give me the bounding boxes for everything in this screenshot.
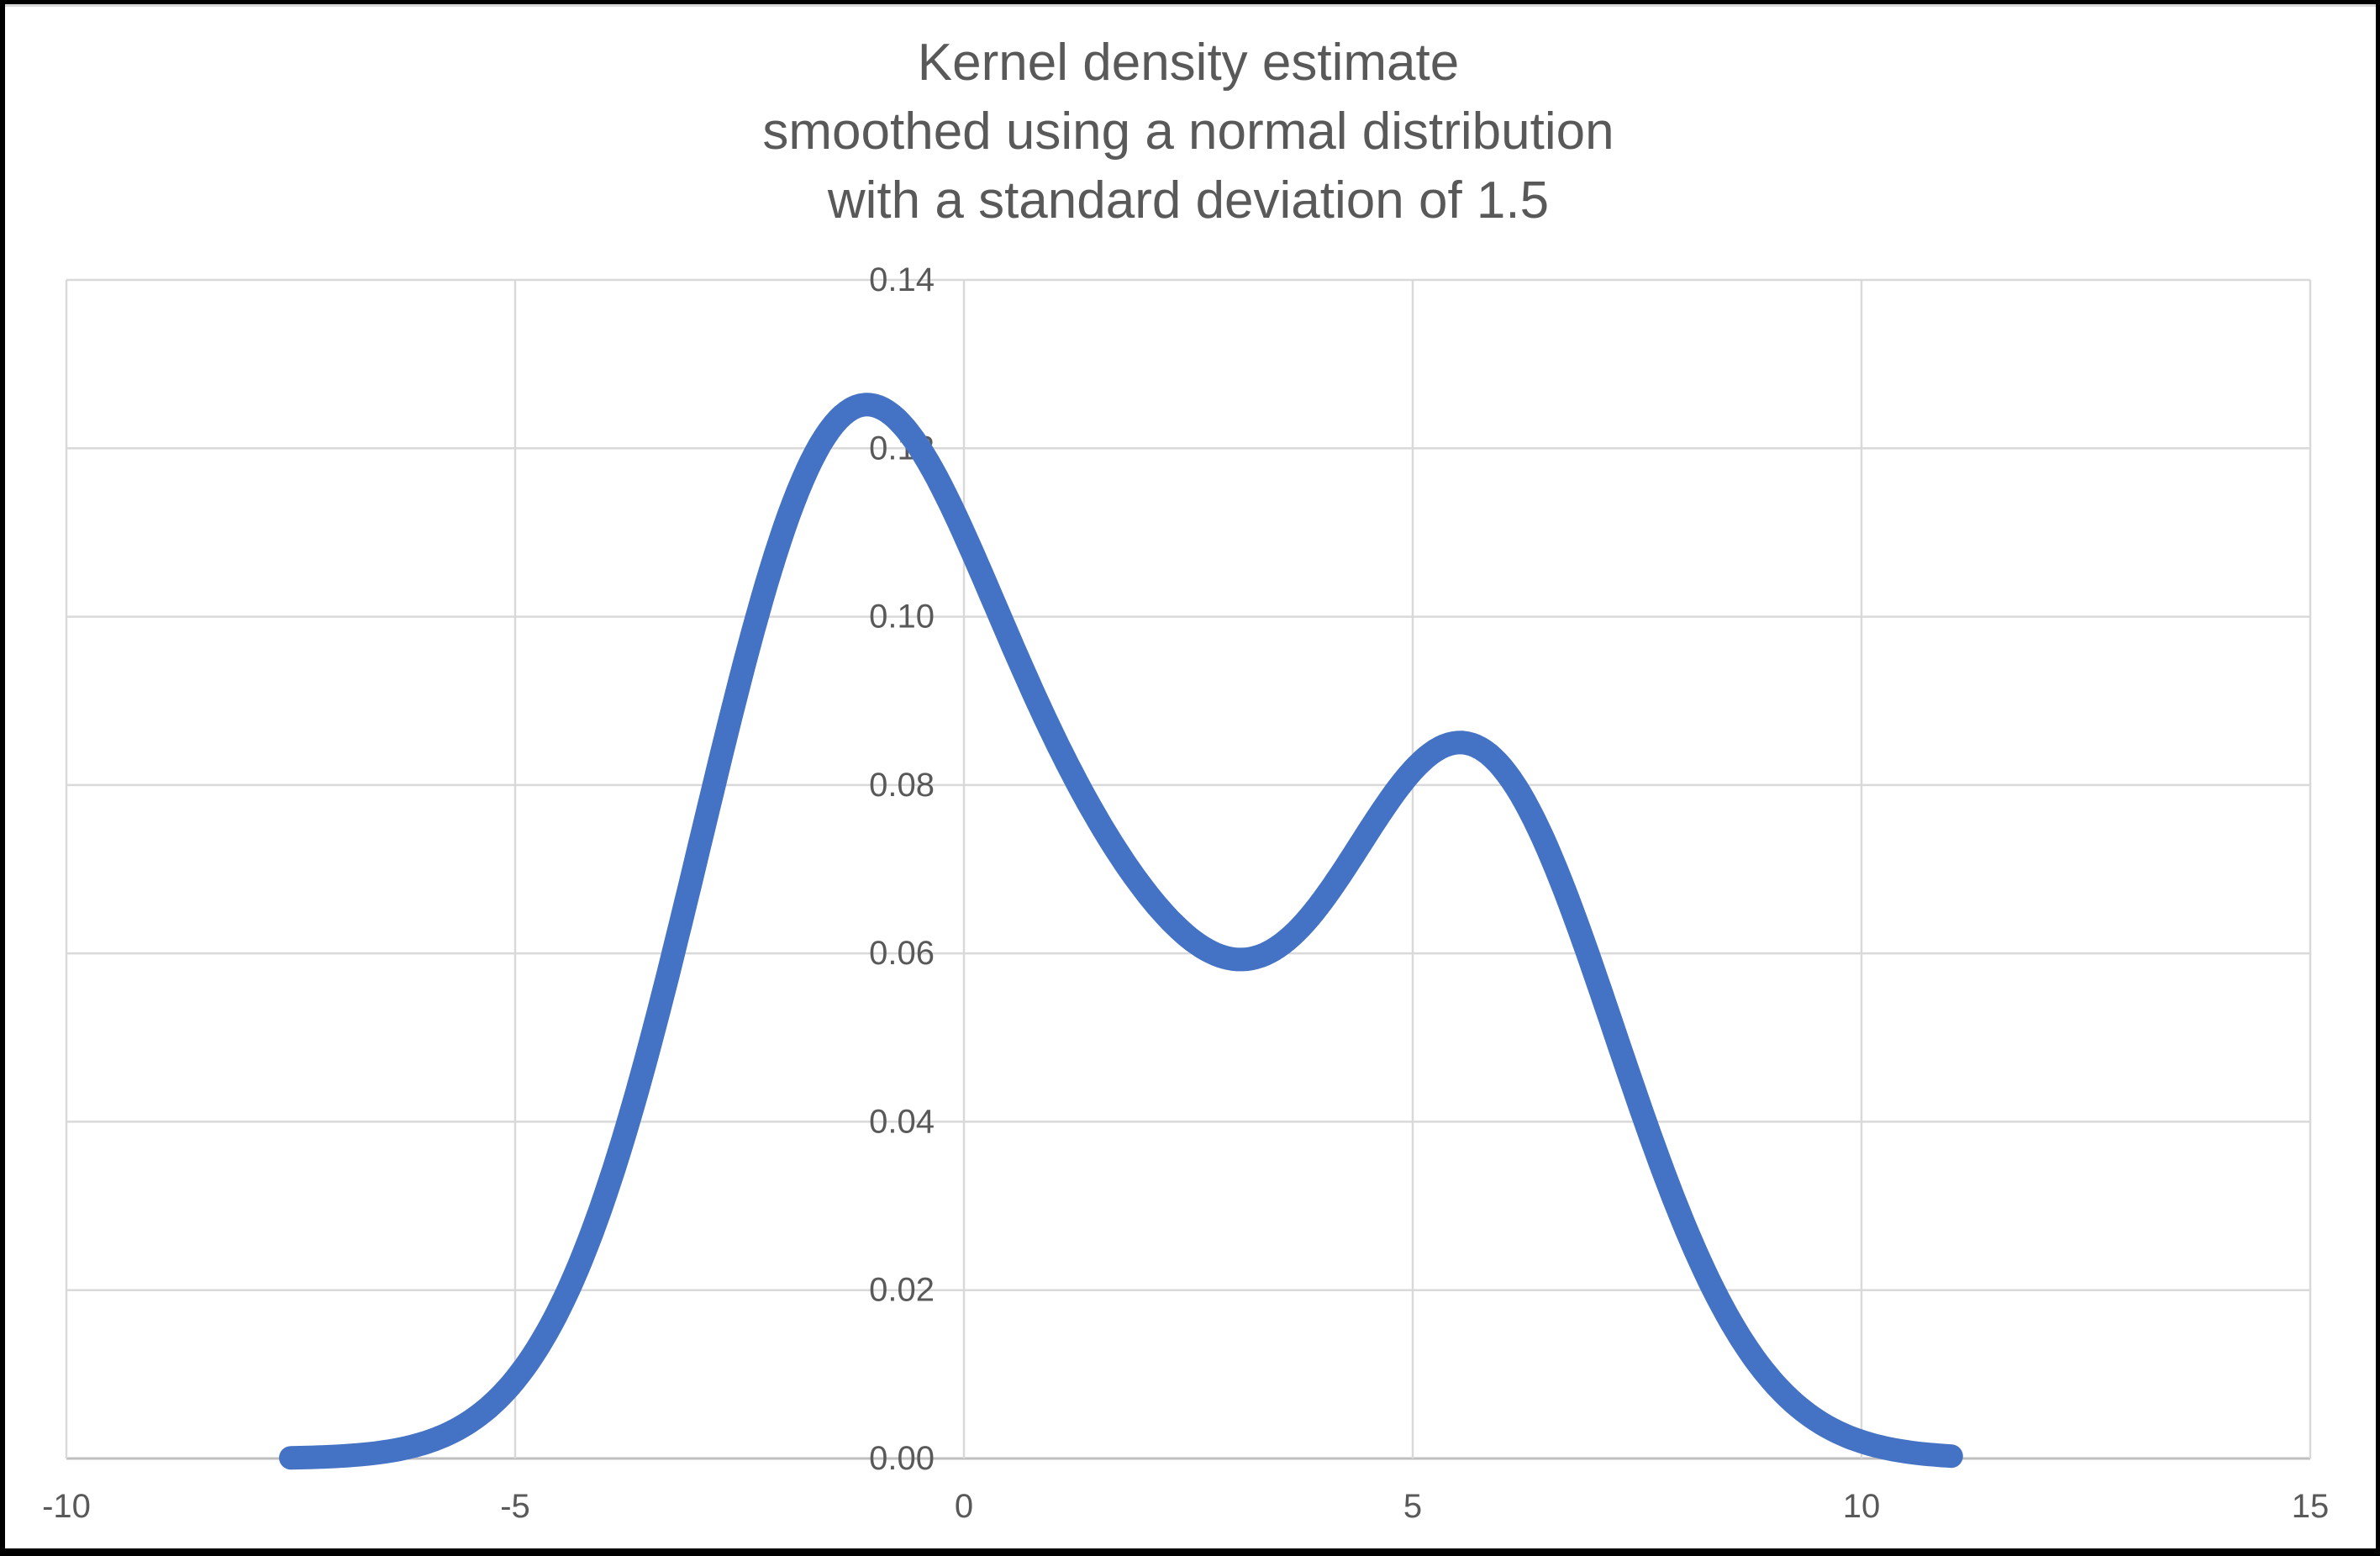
x-tick-label-0: 0 xyxy=(955,1488,973,1525)
y-tick-label-0.02: 0.02 xyxy=(869,1272,935,1309)
y-tick-label-0.14: 0.14 xyxy=(869,261,935,298)
x-tick-label--5: -5 xyxy=(500,1488,530,1525)
chart-title: Kernel density estimate smoothed using a… xyxy=(0,29,2377,235)
y-tick-label-0.08: 0.08 xyxy=(869,767,935,804)
chart-title-line-2: smoothed using a normal distribution xyxy=(762,102,1614,161)
x-tick-label-15: 15 xyxy=(2292,1488,2330,1525)
gridlines xyxy=(65,278,2312,1460)
window-top-edge xyxy=(5,4,2376,7)
x-tick-label--10: -10 xyxy=(42,1488,91,1525)
chart-title-line-3: with a standard deviation of 1.5 xyxy=(827,171,1550,229)
kde-curve xyxy=(279,393,1963,1470)
y-tick-label-0.06: 0.06 xyxy=(869,935,935,972)
axis-tick-labels: 0.000.020.040.060.080.100.120.14-10 -5 0 5 1… xyxy=(42,261,2329,1525)
y-tick-label-0.10: 0.10 xyxy=(869,599,935,636)
y-tick-label-0.00: 0.00 xyxy=(869,1440,935,1477)
chart-title-line-1: Kernel density estimate xyxy=(917,34,1460,92)
x-tick-label-5: 5 xyxy=(1403,1488,1422,1525)
y-tick-label-0.04: 0.04 xyxy=(869,1103,935,1140)
x-tick-label-10: 10 xyxy=(1843,1488,1881,1525)
